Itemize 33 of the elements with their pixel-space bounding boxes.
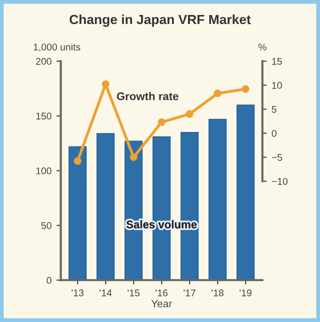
x-tick-label: '16 — [156, 289, 168, 296]
point — [130, 153, 138, 162]
point — [158, 118, 166, 126]
y-tick-label: 100 — [36, 167, 52, 174]
point — [74, 157, 82, 165]
point — [214, 90, 222, 98]
y2-tick-label: −10 — [272, 178, 288, 185]
x-tick-label: '14 — [100, 290, 112, 296]
x-tick-label: '19 — [240, 289, 252, 296]
point — [186, 110, 194, 118]
x-tick-label: '18 — [212, 289, 224, 296]
x-tick-label: '17 — [184, 290, 196, 296]
y-tick-label: 200 — [36, 58, 52, 65]
y2-tick-label: 15 — [272, 58, 282, 65]
y2-tick-label: 5 — [272, 106, 276, 113]
y-tick-label: 0 — [46, 276, 52, 284]
bar — [208, 118, 227, 280]
bar — [96, 133, 115, 280]
bar — [236, 104, 255, 280]
y-tick-label: 50 — [41, 222, 52, 230]
point — [242, 85, 250, 93]
x-tick-label: '13 — [72, 289, 84, 296]
x-tick-label: '15 — [128, 290, 140, 296]
y2-tick-label: 10 — [272, 82, 282, 89]
y2-axis-title: % — [258, 44, 266, 50]
series-label: Growth rate — [116, 92, 178, 100]
y-axis-title: 1,000 units — [34, 43, 80, 52]
y2-tick-label: 0 — [272, 130, 276, 137]
bar — [68, 146, 87, 280]
y-tick-label: 150 — [36, 112, 52, 120]
x-axis-title: Year — [151, 300, 172, 308]
y2-tick-label: −5 — [272, 154, 282, 161]
chart-title: Change in Japan VRF Market — [70, 14, 251, 27]
